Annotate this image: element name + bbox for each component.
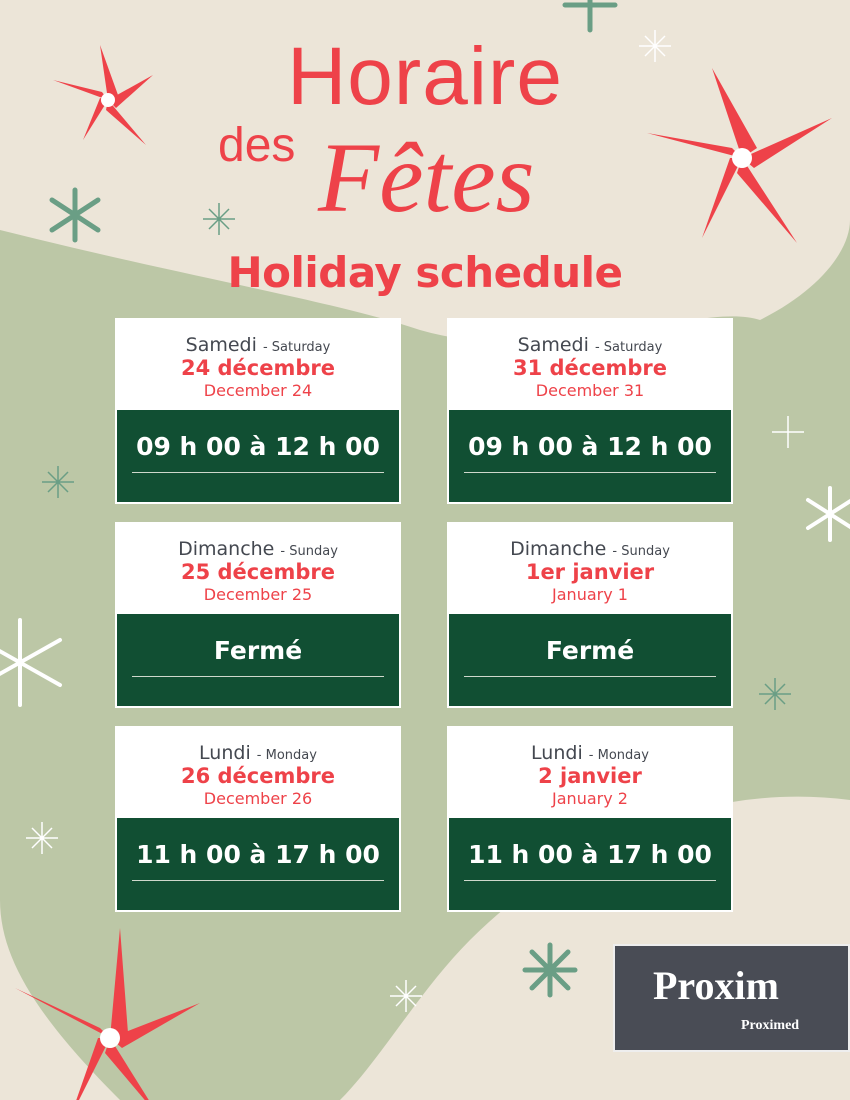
logo-brand: Proxim [653, 963, 779, 1008]
title-fetes: Fêtes [318, 122, 535, 233]
card-date: Lundi - Monday 26 décembre December 26 [117, 728, 399, 818]
day-en: - Sunday [612, 544, 670, 559]
card-date: Dimanche - Sunday 1er janvier January 1 [449, 524, 731, 614]
card-date: Samedi - Saturday 31 décembre December 3… [449, 320, 731, 410]
snowflake-icon [0, 486, 850, 707]
schedule-card: Dimanche - Sunday 1er janvier January 1 … [447, 522, 733, 708]
poinsettia-icon [647, 68, 832, 243]
date-fr: 2 janvier [538, 764, 642, 788]
day-label: Lundi - Monday [117, 742, 399, 764]
date-en: December 31 [535, 381, 645, 400]
day-label: Samedi - Saturday [449, 334, 731, 356]
day-label: Samedi - Saturday [117, 334, 399, 356]
day-fr: Lundi [199, 742, 251, 764]
date-fr: 31 décembre [512, 356, 667, 380]
schedule-card: Lundi - Monday 2 janvier January 2 11 h … [447, 726, 733, 912]
date-en: January 2 [552, 789, 628, 808]
date-en: December 25 [203, 585, 313, 604]
schedule-card: Samedi - Saturday 24 décembre December 2… [115, 318, 401, 504]
hours: Fermé [117, 614, 399, 706]
day-fr: Samedi [517, 334, 589, 356]
title-horaire: Horaire [287, 31, 563, 122]
date-en: December 26 [203, 789, 313, 808]
card-date: Lundi - Monday 2 janvier January 2 [449, 728, 731, 818]
day-label: Lundi - Monday [449, 742, 731, 764]
day-en: - Saturday [262, 340, 331, 355]
card-date: Samedi - Saturday 24 décembre December 2… [117, 320, 399, 410]
title-holiday-schedule: Holiday schedule [227, 248, 623, 297]
hours: 11 h 00 à 17 h 00 [449, 818, 731, 910]
day-en: - Monday [256, 748, 317, 763]
schedule-card: Dimanche - Sunday 25 décembre December 2… [115, 522, 401, 708]
hours: 11 h 00 à 17 h 00 [117, 818, 399, 910]
day-fr: Samedi [185, 334, 257, 356]
hours: Fermé [449, 614, 731, 706]
date-fr: 1er janvier [525, 560, 655, 584]
day-label: Dimanche - Sunday [117, 538, 399, 560]
poinsettia-icon [15, 928, 200, 1100]
logo-sub: Proximed [741, 1018, 800, 1033]
date-en: January 1 [552, 585, 628, 604]
date-fr: 24 décembre [180, 356, 335, 380]
hours: 09 h 00 à 12 h 00 [117, 410, 399, 502]
day-fr: Dimanche [178, 538, 275, 560]
snowflake-icon [49, 0, 618, 998]
schedule-card: Lundi - Monday 26 décembre December 26 1… [115, 726, 401, 912]
sparkle-icon [42, 203, 791, 710]
day-en: - Sunday [280, 544, 338, 559]
poinsettia-icon [53, 45, 153, 145]
date-fr: 25 décembre [180, 560, 335, 584]
day-fr: Lundi [531, 742, 583, 764]
day-en: - Saturday [594, 340, 663, 355]
date-en: December 24 [203, 381, 313, 400]
title-des: des [218, 119, 296, 172]
schedule-card: Samedi - Saturday 31 décembre December 3… [447, 318, 733, 504]
hours: 09 h 00 à 12 h 00 [449, 410, 731, 502]
day-fr: Dimanche [510, 538, 607, 560]
day-label: Dimanche - Sunday [449, 538, 731, 560]
date-fr: 26 décembre [180, 764, 335, 788]
day-en: - Monday [588, 748, 649, 763]
sparkle-icon [26, 30, 804, 1012]
proxim-logo: Proxim Proximed [613, 944, 850, 1052]
card-date: Dimanche - Sunday 25 décembre December 2… [117, 524, 399, 614]
